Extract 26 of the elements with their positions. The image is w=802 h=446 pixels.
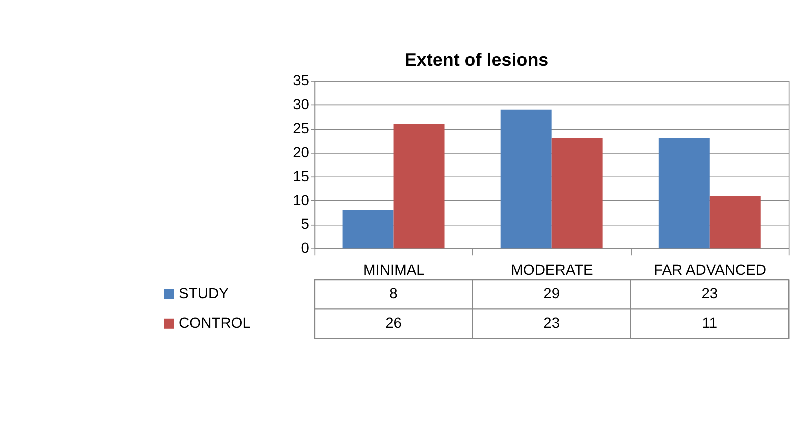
x-tick-label: MINIMAL bbox=[364, 263, 425, 280]
data-label: 23 bbox=[702, 286, 718, 303]
bar bbox=[552, 138, 603, 249]
chart-title: Extent of lesions bbox=[404, 50, 549, 70]
data-label: 11 bbox=[702, 316, 718, 332]
data-label: 8 bbox=[390, 286, 398, 303]
legend-label: CONTROL bbox=[179, 316, 251, 332]
bar bbox=[394, 124, 445, 249]
y-tick-label: 35 bbox=[293, 74, 310, 90]
bar bbox=[658, 138, 710, 249]
bar bbox=[500, 110, 552, 249]
y-tick-label: 5 bbox=[301, 217, 310, 234]
x-tick-label: MODERATE bbox=[511, 263, 594, 280]
bar bbox=[710, 196, 761, 249]
y-tick-label: 25 bbox=[293, 121, 310, 138]
y-tick-label: 30 bbox=[293, 98, 310, 114]
data-label: 26 bbox=[386, 316, 402, 332]
data-label: 29 bbox=[544, 286, 560, 303]
data-label: 23 bbox=[544, 316, 560, 332]
legend-label: STUDY bbox=[179, 286, 230, 303]
x-tick-label: FAR ADVANCED bbox=[654, 263, 767, 280]
y-tick-label: 0 bbox=[301, 241, 310, 258]
y-tick-label: 20 bbox=[293, 145, 310, 162]
y-tick-label: 15 bbox=[293, 169, 310, 186]
bar bbox=[342, 210, 394, 249]
y-tick-label: 10 bbox=[293, 193, 310, 210]
